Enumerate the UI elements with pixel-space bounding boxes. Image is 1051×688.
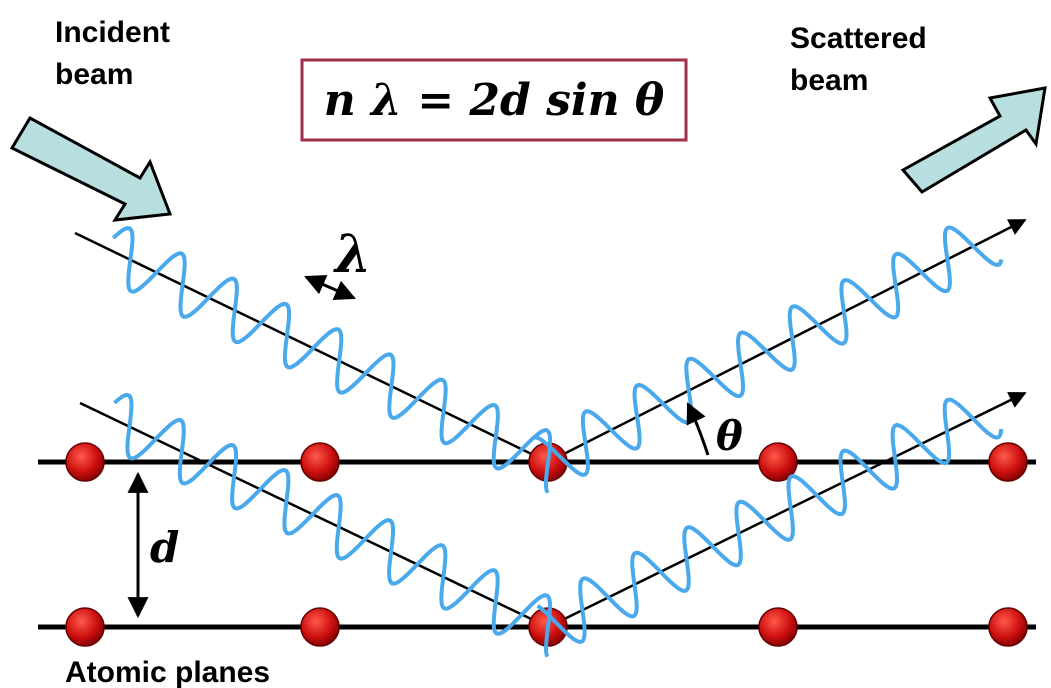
scattered-label: Scattered [790,22,927,55]
wave [535,225,1004,477]
atom [300,607,340,647]
wave [536,397,1004,645]
scattered-label: beam [790,64,868,97]
ray [547,218,1027,464]
incident-label: beam [55,58,133,91]
incident-arrow [9,115,173,222]
angle-arrow [686,402,710,456]
atom [988,442,1028,482]
atom [758,442,798,482]
incident-label: Incident [55,16,170,49]
atom [758,607,798,647]
wavelength-arrow [304,274,356,301]
wave [111,226,553,494]
atom [65,607,105,647]
drawing [38,218,1036,658]
atom [300,442,340,482]
atom [988,607,1028,647]
spacing-symbol: d [150,523,179,572]
wavelength-symbol: λ [333,224,371,285]
atom [65,442,105,482]
ray [547,391,1027,629]
angle-symbol: θ [716,413,743,460]
scattered-arrow [900,86,1047,194]
wave [113,392,553,658]
planes-label: Atomic planes [65,656,270,688]
equation: n λ = 2d sin θ [324,75,665,126]
equation-box [300,58,688,142]
